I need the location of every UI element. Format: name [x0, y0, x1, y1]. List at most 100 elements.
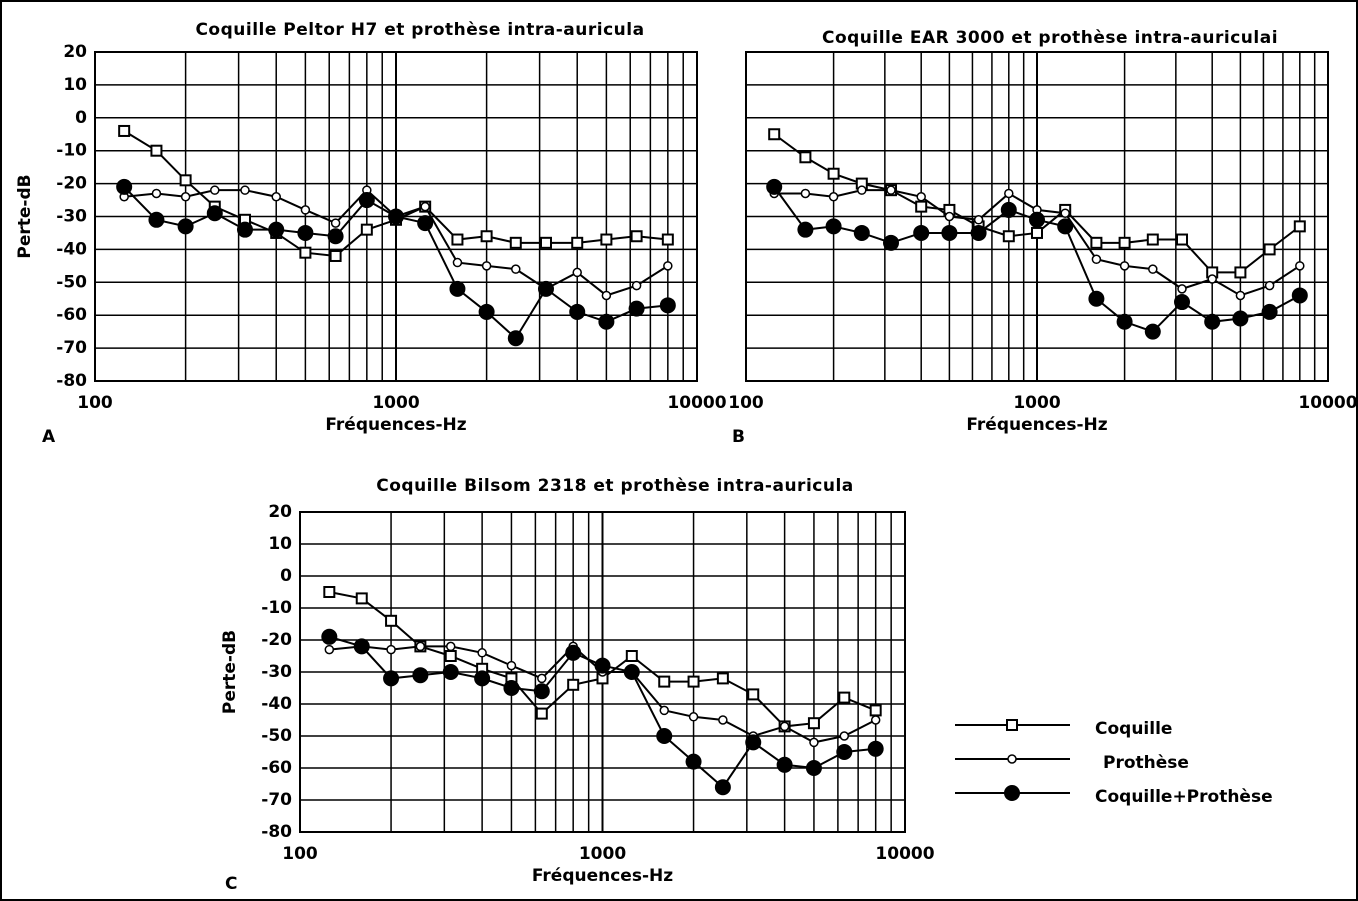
legend-label: Prothèse	[1103, 753, 1189, 773]
marker	[714, 779, 731, 796]
marker	[323, 586, 336, 598]
y-tick-label: -50	[261, 726, 292, 746]
x-tick-label: 100	[728, 393, 764, 413]
marker	[600, 233, 613, 246]
marker	[571, 236, 584, 249]
marker	[297, 224, 314, 241]
marker	[1031, 226, 1043, 239]
marker	[1091, 254, 1102, 265]
y-tick-label: -80	[261, 822, 292, 842]
marker	[807, 717, 820, 730]
marker	[659, 297, 676, 314]
marker	[658, 675, 671, 688]
marker	[1235, 290, 1246, 301]
marker	[941, 224, 958, 241]
marker	[417, 215, 434, 232]
panel-label: C	[225, 874, 237, 894]
marker	[477, 648, 487, 658]
marker	[1146, 233, 1159, 246]
marker	[1176, 233, 1189, 246]
marker	[659, 705, 669, 716]
marker	[116, 178, 133, 195]
y-tick-label: 10	[63, 75, 87, 95]
marker	[630, 230, 643, 243]
x-tick-label: 100	[282, 844, 318, 864]
marker	[839, 731, 850, 741]
y-tick-label: -60	[56, 305, 87, 325]
legend-marker	[1007, 754, 1017, 764]
marker	[327, 228, 344, 245]
marker	[805, 760, 822, 776]
plot-frame	[745, 51, 1329, 382]
marker	[745, 734, 762, 751]
legend-label: Coquille+Prothèse	[1095, 787, 1273, 807]
marker	[444, 650, 457, 662]
marker	[503, 680, 520, 696]
marker	[628, 300, 645, 317]
marker	[480, 230, 493, 243]
marker	[539, 236, 552, 249]
marker	[886, 185, 896, 195]
marker	[1291, 287, 1308, 304]
marker	[506, 660, 517, 671]
marker	[623, 664, 640, 680]
marker	[148, 211, 165, 228]
marker	[358, 192, 375, 209]
y-tick-label: 20	[63, 42, 87, 62]
marker	[870, 715, 881, 725]
marker	[970, 224, 987, 241]
marker	[240, 185, 250, 195]
marker	[766, 178, 783, 195]
marker	[478, 303, 495, 320]
y-tick-label: -50	[56, 272, 87, 292]
marker	[300, 205, 311, 215]
x-tick-label: 1000	[372, 393, 419, 413]
marker	[507, 330, 524, 347]
marker	[779, 721, 790, 732]
marker	[631, 280, 642, 291]
marker	[385, 614, 398, 627]
marker	[299, 246, 312, 259]
panel-label: A	[42, 427, 56, 447]
y-tick-label: 20	[268, 502, 292, 522]
marker	[420, 201, 430, 212]
marker	[1088, 290, 1105, 307]
marker	[1148, 264, 1158, 274]
marker	[353, 638, 370, 655]
marker	[537, 280, 554, 297]
marker	[1118, 236, 1131, 249]
marker	[827, 167, 840, 180]
marker	[150, 144, 163, 157]
chart-title: Coquille EAR 3000 et prothèse intra-auri…	[822, 28, 1278, 48]
marker	[1234, 266, 1247, 279]
marker	[1232, 310, 1249, 327]
y-tick-label: -10	[261, 598, 292, 618]
marker	[118, 124, 131, 137]
y-tick-label: -40	[261, 694, 292, 714]
y-tick-label: -40	[56, 239, 87, 259]
panel-label: B	[732, 427, 745, 447]
y-tick-label: -60	[261, 758, 292, 778]
x-tick-label: 10000	[667, 393, 726, 413]
marker	[768, 128, 781, 141]
y-tick-label: -70	[56, 338, 87, 358]
marker	[797, 221, 814, 238]
marker	[324, 644, 335, 655]
marker	[1119, 261, 1130, 271]
plot-frame	[94, 51, 698, 382]
x-tick-label: 10000	[1298, 393, 1357, 413]
marker	[565, 644, 582, 661]
marker	[716, 672, 729, 685]
marker	[383, 670, 400, 687]
marker	[1295, 261, 1305, 271]
marker	[915, 200, 928, 213]
marker	[412, 667, 429, 684]
x-axis-label: Fréquences-Hz	[325, 415, 466, 435]
marker	[838, 691, 851, 704]
legend-label: Coquille	[1095, 719, 1172, 739]
x-tick-label: 1000	[1013, 393, 1060, 413]
marker	[179, 174, 192, 187]
marker	[386, 644, 396, 655]
marker	[661, 233, 674, 246]
marker	[388, 208, 404, 225]
